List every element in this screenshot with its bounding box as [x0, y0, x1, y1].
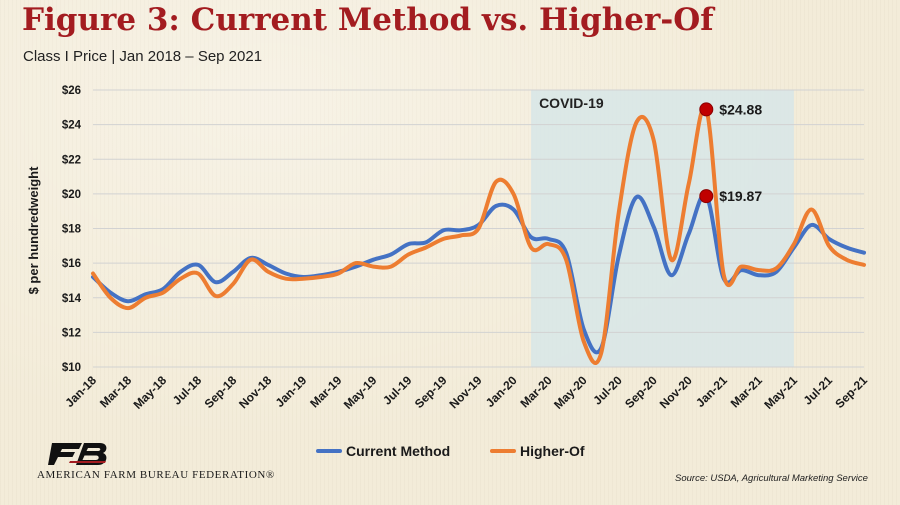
x-tick-label: Jan-19	[273, 373, 310, 410]
annotation-marker	[699, 189, 714, 204]
legend-entry: Current Method	[346, 443, 450, 459]
chart-subtitle: Class I Price | Jan 2018 – Sep 2021	[23, 48, 263, 65]
x-tick-label: Jul-20	[590, 373, 625, 408]
y-tick-label: $26	[62, 85, 81, 97]
y-tick-label: $16	[62, 258, 81, 270]
x-tick-label: Jul-18	[170, 373, 205, 408]
x-tick-label: Mar-18	[97, 373, 134, 410]
annotation-label: $24.88	[719, 101, 762, 117]
y-tick-label: $10	[62, 362, 81, 374]
y-tick-label: $18	[62, 224, 82, 236]
y-tick-label: $24	[62, 120, 82, 132]
x-tick-label: Jan-20	[483, 373, 520, 410]
annotation-marker	[699, 102, 714, 117]
y-tick-label: $12	[62, 327, 81, 339]
y-axis-label: $ per hundredweight	[26, 166, 41, 295]
source-note: Source: USDA, Agricultural Marketing Ser…	[675, 473, 868, 484]
x-tick-label: May-20	[551, 373, 590, 412]
annotation-label: $19.87	[719, 188, 762, 204]
y-tick-label: $22	[62, 154, 81, 166]
series-line-higher-of	[91, 105, 866, 365]
x-tick-label: Sep-18	[202, 373, 240, 411]
x-tick-label: Mar-20	[517, 373, 554, 410]
x-tick-label: Sep-19	[412, 373, 450, 411]
x-tick-label: Mar-21	[728, 373, 765, 410]
x-tick-label: Jan-21	[693, 373, 730, 410]
covid-region-label: COVID-19	[539, 95, 604, 111]
x-tick-label: Nov-19	[446, 373, 484, 411]
chart-title: Figure 3: Current Method vs. Higher-Of	[22, 2, 714, 38]
x-tick-label: Mar-19	[307, 373, 344, 410]
organization-name: AMERICAN FARM BUREAU FEDERATION®	[37, 469, 275, 481]
x-tick-label: May-18	[131, 373, 170, 412]
x-tick-label: Jan-18	[62, 373, 99, 410]
x-tick-label: Nov-18	[236, 373, 274, 411]
x-tick-label: Jul-19	[380, 373, 415, 408]
fb-logo-icon	[48, 440, 110, 473]
x-tick-label: May-21	[761, 373, 800, 412]
x-tick-label: May-19	[341, 373, 380, 412]
legend-entry: Higher-Of	[520, 443, 585, 459]
x-tick-label: Jul-21	[801, 373, 836, 408]
x-tick-label: Sep-20	[622, 373, 660, 411]
y-tick-label: $14	[62, 293, 82, 305]
x-tick-label: Nov-20	[657, 373, 695, 411]
x-tick-label: Sep-21	[832, 373, 870, 411]
y-tick-label: $20	[62, 189, 81, 201]
